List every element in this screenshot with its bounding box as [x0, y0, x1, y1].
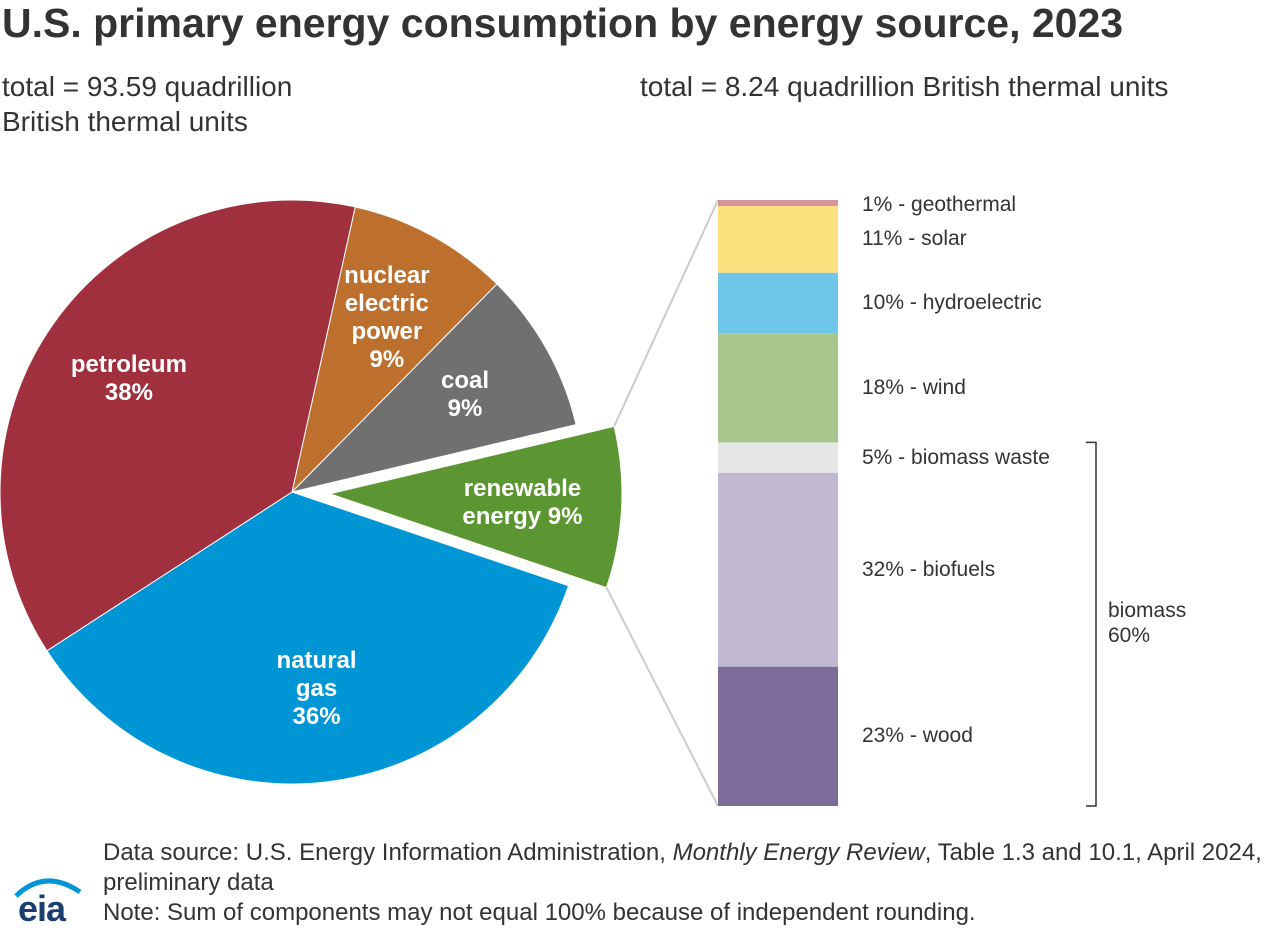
pie-slice: [328, 425, 623, 589]
slice-category: coal: [441, 366, 490, 394]
slice-label: petroleum 38%: [54, 351, 204, 407]
slice-label: nuclear electric power 9%: [332, 262, 442, 374]
slice-category: natural gas: [276, 647, 357, 703]
slice-category: renewable energy: [462, 474, 582, 530]
title: U.S. primary energy consumption by energ…: [2, 0, 1124, 46]
annotation-value-label: 60%: [1108, 624, 1151, 648]
segment-label: 23% - wood: [862, 724, 973, 748]
note: Note: Sum of components may not equal 10…: [103, 899, 976, 926]
slice-category: petroleum: [70, 350, 187, 378]
annotation-text: biomass: [1108, 599, 1187, 623]
slice-value-label: 9%: [447, 394, 483, 422]
logo: eia: [18, 888, 66, 929]
pie-slice: [291, 206, 498, 494]
source-note: Data source: U.S. Energy Information Adm…: [103, 838, 1278, 928]
segment-label: 32% - biofuels: [862, 557, 996, 581]
bar-segment: [718, 666, 838, 806]
pie-slice: [0, 199, 356, 652]
segment-label: 1% - geothermal: [862, 193, 1017, 217]
connector-line: [605, 587, 719, 807]
slice-label: renewable energy 9%: [447, 475, 597, 531]
slice-category: nuclear electric power: [344, 261, 430, 345]
bar-segment: [718, 200, 838, 207]
pie-slice: [46, 491, 570, 785]
slice-label: natural gas 36%: [262, 647, 372, 731]
source-publication: Monthly Energy Review: [672, 839, 925, 866]
source-text: , Table 1.3 and 10.1, April 2024, prelim…: [103, 839, 1262, 896]
slice-label: coal 9%: [415, 367, 515, 423]
slice-value-label: 9%: [547, 502, 583, 530]
bracket: [1086, 441, 1097, 807]
source: Data source: U.S. Energy Information Adm…: [103, 838, 1278, 898]
bar-segment: [718, 272, 838, 334]
bar-segment: [718, 206, 838, 273]
slice-value-label: 38%: [104, 378, 153, 406]
logo-arc: [14, 878, 82, 898]
segment-label: 18% - wind: [862, 375, 966, 399]
bar-segment: [718, 333, 838, 443]
slice-value-label: 36%: [292, 703, 341, 731]
segment-label: 10% - hydroelectric: [862, 291, 1042, 315]
bar-segment: [718, 472, 838, 667]
segment-label: 5% - biomass waste: [862, 445, 1050, 469]
bar-subtitle: total = 8.24 quadrillion British thermal…: [640, 71, 1169, 102]
source-text: Data source: U.S. Energy Information Adm…: [103, 839, 673, 866]
annotation: biomass 60%: [1108, 598, 1186, 648]
pie-subtitle: total = 93.59 quadrillion British therma…: [2, 71, 293, 137]
pie-slice: [290, 283, 577, 493]
connector-line: [613, 199, 719, 427]
segment-label: 11% - solar: [862, 227, 967, 251]
bar-segment: [718, 442, 838, 473]
slice-value-label: 9%: [369, 345, 405, 373]
